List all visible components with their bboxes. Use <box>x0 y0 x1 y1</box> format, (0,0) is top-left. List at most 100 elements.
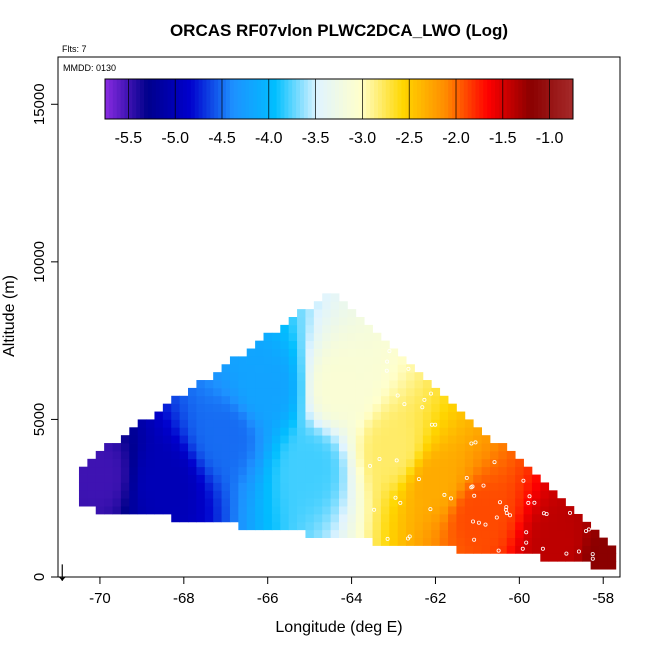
heatmap-cell <box>448 482 457 491</box>
heatmap-cell <box>557 545 566 554</box>
heatmap-cell <box>406 513 415 523</box>
heatmap-cell <box>380 364 390 373</box>
heatmap-cell <box>364 380 373 389</box>
heatmap-cell <box>288 372 298 381</box>
colorbar: -5.5 -5.0 -4.5 -4.0 -3.5 -3.0 -2.5 -2.0 -1.5 -1.0 <box>104 78 574 147</box>
heatmap-cell <box>531 529 541 539</box>
heatmap-cell <box>229 498 239 507</box>
heatmap-cell <box>422 458 432 468</box>
heatmap-cell <box>464 427 474 436</box>
heatmap-cell <box>188 395 197 405</box>
heatmap-cell <box>271 380 281 389</box>
colorbar-tick-label: -2.0 <box>442 130 470 147</box>
heatmap-cell <box>481 498 491 507</box>
heatmap-cell <box>355 458 365 468</box>
heatmap-cell <box>489 529 499 539</box>
heatmap-cell <box>355 482 365 491</box>
heatmap-cell <box>146 490 155 499</box>
heatmap-cell <box>523 474 533 483</box>
colorbar-segment <box>136 79 141 119</box>
heatmap-cell <box>380 380 390 389</box>
heatmap-cell <box>498 490 508 499</box>
heatmap-cell <box>439 450 449 460</box>
heatmap-cell <box>339 490 348 499</box>
heatmap-cell <box>204 403 214 412</box>
heatmap-cell <box>229 419 239 428</box>
heatmap-cell <box>339 332 348 342</box>
heatmap-cell <box>305 458 315 468</box>
heatmap-cell <box>129 498 139 507</box>
heatmap-cell <box>162 498 172 507</box>
heatmap-cell <box>255 498 264 507</box>
heatmap-cell <box>154 466 164 475</box>
heatmap-cell <box>422 482 432 491</box>
heatmap-cell <box>364 427 373 436</box>
colorbar-segment <box>526 79 531 119</box>
heatmap-cell <box>573 537 583 546</box>
observation-marker <box>532 500 537 505</box>
heatmap-cell <box>171 395 181 405</box>
colorbar-segment <box>506 79 512 119</box>
heatmap-cell <box>246 521 256 531</box>
heatmap-cell <box>129 490 139 499</box>
observation-marker <box>469 441 474 446</box>
heatmap-cell <box>523 545 533 554</box>
heatmap-cell <box>313 513 323 523</box>
heatmap-cell <box>171 466 181 475</box>
heatmap-cell <box>171 419 181 428</box>
heatmap-cell <box>506 537 516 546</box>
heatmap-cell <box>414 427 424 436</box>
heatmap-cell <box>221 490 231 499</box>
heatmap-cell <box>313 332 323 342</box>
heatmap-cell <box>406 490 415 499</box>
heatmap-cell <box>339 301 348 310</box>
heatmap-cell <box>213 458 222 468</box>
heatmap-cell <box>297 387 306 397</box>
colorbar-segment <box>237 79 242 119</box>
heatmap-cell <box>305 466 315 475</box>
heatmap-cell <box>456 506 466 515</box>
heatmap-cell <box>213 498 222 507</box>
heatmap-cell <box>548 490 558 499</box>
heatmap-cell <box>573 553 583 562</box>
x-tick-label: -58 <box>592 590 614 607</box>
heatmap-cell <box>229 490 239 499</box>
heatmap-cell <box>456 498 466 507</box>
heatmap-cell <box>213 490 222 499</box>
heatmap-cell <box>288 317 298 326</box>
observation-marker <box>470 519 475 524</box>
heatmap-cell <box>339 419 348 428</box>
heatmap-cell <box>397 513 407 523</box>
heatmap-cell <box>439 482 449 491</box>
heatmap-cell <box>439 537 449 546</box>
heatmap-cell <box>221 506 231 515</box>
heatmap-cell <box>171 435 181 444</box>
heatmap-cell <box>263 435 273 444</box>
heatmap-cell <box>246 498 256 507</box>
x-tick-label: -62 <box>425 590 447 607</box>
colorbar-segment <box>202 79 207 119</box>
heatmap-cell <box>305 427 315 436</box>
heatmap-cell <box>431 387 441 397</box>
heatmap-cell <box>489 545 499 554</box>
heatmap-cell <box>271 340 281 349</box>
heatmap-cell <box>397 356 407 365</box>
heatmap-cell <box>431 419 441 428</box>
heatmap-cell <box>330 340 340 349</box>
heatmap-cell <box>171 498 181 507</box>
heatmap-cell <box>330 529 340 539</box>
heatmap-cell <box>288 458 298 468</box>
heatmap-cell <box>397 458 407 468</box>
colorbar-segment <box>510 79 515 119</box>
heatmap-cell <box>255 521 264 531</box>
heatmap-cell <box>372 427 382 436</box>
colorbar-segment <box>147 79 153 119</box>
colorbar-frame <box>104 78 574 120</box>
heatmap-cell <box>221 466 231 475</box>
heatmap-cell <box>146 450 155 460</box>
heatmap-cell <box>297 498 306 507</box>
heatmap-cell <box>431 498 441 507</box>
heatmap-cell <box>288 482 298 491</box>
heatmap-cell <box>137 498 147 507</box>
colorbar-segment <box>417 79 422 119</box>
